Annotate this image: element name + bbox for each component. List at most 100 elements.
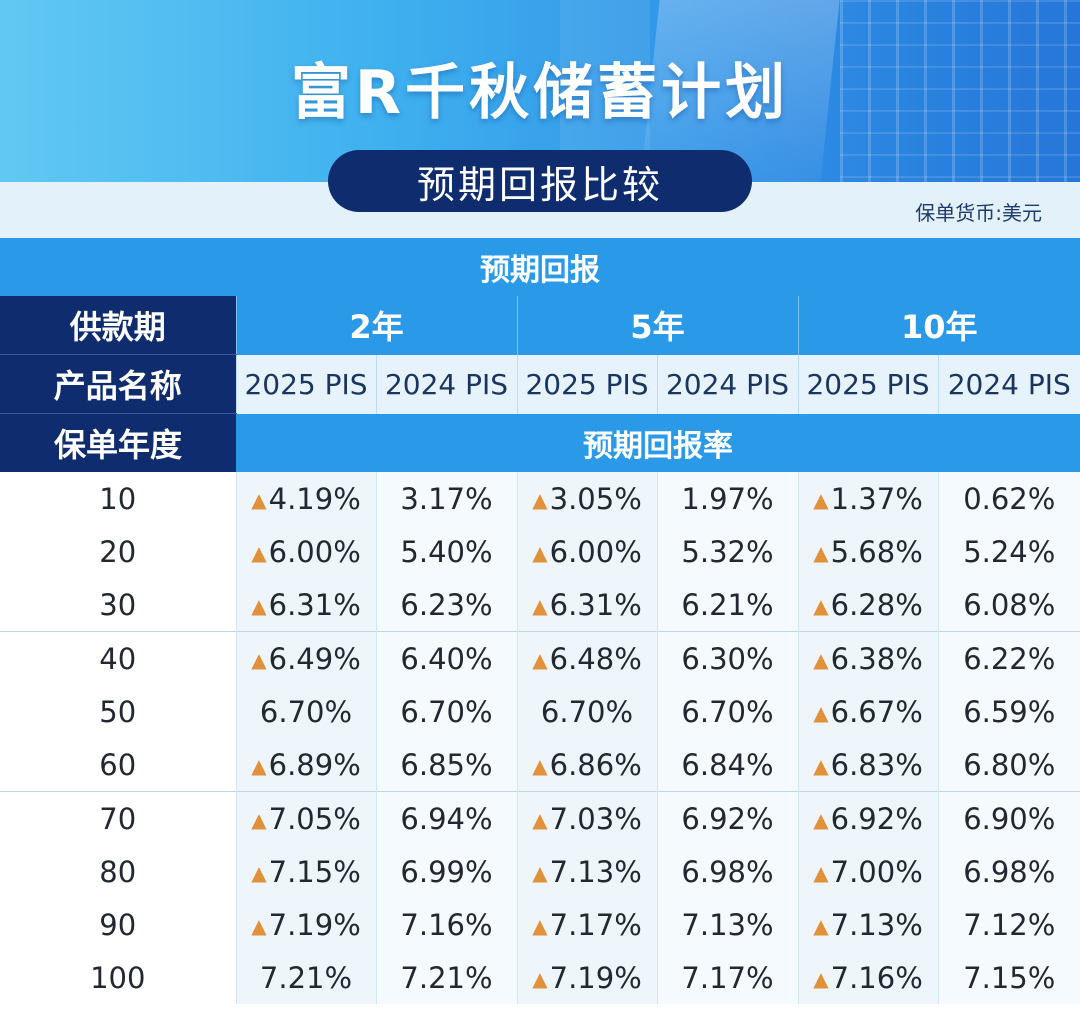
- rate-cell: 7.16%: [375, 898, 517, 951]
- rate-value: 6.80%: [963, 747, 1056, 782]
- rate-cell: 7.15%: [937, 951, 1080, 1004]
- rate-cell: ▲6.86%: [516, 738, 657, 792]
- rate-cell: 6.08%: [937, 578, 1080, 632]
- increase-triangle-icon: ▲: [532, 860, 548, 885]
- rate-value: 6.84%: [681, 747, 774, 782]
- rate-value: 7.21%: [400, 960, 493, 995]
- policy-year-label: 保单年度: [0, 413, 236, 472]
- returns-table: 预期回报 供款期 2年 5年 10年 产品名称 2025 PIS 2024 PI…: [0, 238, 1080, 1004]
- rate-value: 6.90%: [963, 801, 1056, 836]
- period-header: 5年: [516, 296, 798, 355]
- rate-cell: 0.62%: [937, 472, 1080, 525]
- rate-cell: ▲7.13%: [797, 898, 938, 951]
- rate-value: 7.17%: [549, 907, 642, 942]
- rate-value: 7.03%: [549, 801, 642, 836]
- rate-cell: 6.70%: [235, 685, 376, 738]
- currency-note: 保单货币:美元: [915, 201, 1042, 225]
- rate-title: 预期回报率: [236, 413, 1080, 472]
- rate-cell: 6.21%: [656, 578, 798, 632]
- rate-value: 6.70%: [540, 694, 634, 729]
- rate-value: 7.16%: [400, 907, 493, 942]
- rate-value: 6.98%: [963, 854, 1056, 889]
- rate-cell: 6.85%: [375, 738, 517, 792]
- product-name-label: 产品名称: [0, 354, 236, 414]
- rate-cell: ▲6.00%: [516, 525, 657, 578]
- rate-value: 6.48%: [549, 641, 642, 676]
- rate-value: 5.40%: [400, 534, 493, 569]
- rate-value: 7.05%: [268, 801, 361, 836]
- policy-year-cell: 50: [0, 685, 236, 738]
- rate-cell: ▲1.37%: [797, 472, 938, 525]
- rate-value: 3.17%: [400, 481, 493, 516]
- rate-cell: ▲7.17%: [516, 898, 657, 951]
- rate-value: 6.70%: [259, 694, 353, 729]
- increase-triangle-icon: ▲: [813, 487, 829, 512]
- increase-triangle-icon: ▲: [813, 593, 829, 618]
- rate-value: 6.70%: [681, 694, 774, 729]
- rate-value: 3.05%: [549, 481, 642, 516]
- rate-cell: ▲7.00%: [797, 845, 938, 898]
- product-header: 2025 PIS: [797, 354, 938, 414]
- rate-cell: 3.17%: [375, 472, 517, 525]
- table-row: 10 ▲4.19% 3.17% ▲3.05% 1.97% ▲1.37% 0.62%: [0, 472, 1080, 525]
- rate-cell: ▲6.83%: [797, 738, 938, 792]
- rate-value: 7.12%: [963, 907, 1056, 942]
- period-header: 2年: [235, 296, 517, 355]
- rate-value: 7.16%: [830, 960, 923, 995]
- rate-value: 5.24%: [963, 534, 1056, 569]
- rate-cell: ▲7.19%: [516, 951, 657, 1004]
- increase-triangle-icon: ▲: [251, 860, 267, 885]
- rate-value: 6.98%: [681, 854, 774, 889]
- rate-value: 6.85%: [400, 747, 493, 782]
- increase-triangle-icon: ▲: [813, 807, 829, 832]
- rate-cell: ▲5.68%: [797, 525, 938, 578]
- rate-value: 1.97%: [681, 481, 774, 516]
- rate-cell: ▲6.31%: [516, 578, 657, 632]
- rate-value: 6.59%: [963, 694, 1056, 729]
- rate-cell: ▲6.38%: [797, 631, 938, 685]
- rate-cell: ▲7.15%: [235, 845, 376, 898]
- rate-value: 6.92%: [681, 801, 774, 836]
- rate-value: 7.19%: [268, 907, 361, 942]
- increase-triangle-icon: ▲: [813, 700, 829, 725]
- policy-year-cell: 30: [0, 578, 236, 632]
- rate-value: 4.19%: [268, 481, 361, 516]
- rate-cell: ▲6.92%: [797, 791, 938, 845]
- rate-value: 6.49%: [268, 641, 361, 676]
- rate-cell: 6.90%: [937, 791, 1080, 845]
- increase-triangle-icon: ▲: [251, 913, 267, 938]
- rate-cell: ▲7.13%: [516, 845, 657, 898]
- rate-cell: 6.94%: [375, 791, 517, 845]
- rate-cell: 6.80%: [937, 738, 1080, 792]
- rate-value: 6.40%: [400, 641, 493, 676]
- product-header: 2024 PIS: [937, 354, 1080, 414]
- rate-cell: 6.70%: [375, 685, 517, 738]
- rate-value: 6.08%: [963, 587, 1056, 622]
- product-header: 2025 PIS: [516, 354, 657, 414]
- rate-value: 6.31%: [549, 587, 642, 622]
- rate-cell: 1.97%: [656, 472, 798, 525]
- table-row: 60 ▲6.89% 6.85% ▲6.86% 6.84% ▲6.83% 6.80%: [0, 738, 1080, 792]
- rate-value: 7.13%: [681, 907, 774, 942]
- increase-triangle-icon: ▲: [251, 753, 267, 778]
- rate-value: 5.32%: [681, 534, 774, 569]
- table-row: 20 ▲6.00% 5.40% ▲6.00% 5.32% ▲5.68% 5.24%: [0, 525, 1080, 578]
- rate-value: 6.30%: [681, 641, 774, 676]
- rate-value: 6.99%: [400, 854, 493, 889]
- increase-triangle-icon: ▲: [532, 540, 548, 565]
- rate-value: 6.83%: [830, 747, 923, 782]
- rate-cell: ▲6.67%: [797, 685, 938, 738]
- increase-triangle-icon: ▲: [251, 647, 267, 672]
- increase-triangle-icon: ▲: [532, 487, 548, 512]
- increase-triangle-icon: ▲: [532, 753, 548, 778]
- increase-triangle-icon: ▲: [251, 807, 267, 832]
- rate-cell: ▲7.03%: [516, 791, 657, 845]
- rate-value: 5.68%: [830, 534, 923, 569]
- product-header: 2024 PIS: [656, 354, 798, 414]
- rate-cell: 6.70%: [516, 685, 657, 738]
- table-row: 80 ▲7.15% 6.99% ▲7.13% 6.98% ▲7.00% 6.98%: [0, 845, 1080, 898]
- increase-triangle-icon: ▲: [813, 540, 829, 565]
- increase-triangle-icon: ▲: [532, 807, 548, 832]
- rate-cell: 7.12%: [937, 898, 1080, 951]
- rate-cell: 6.98%: [656, 845, 798, 898]
